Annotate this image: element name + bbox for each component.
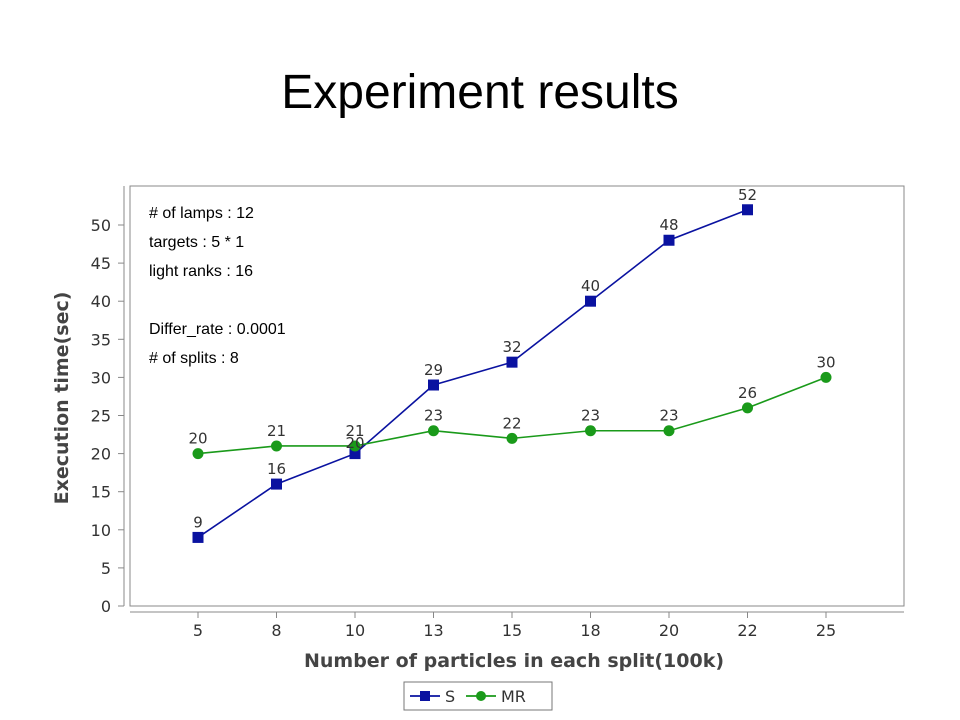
data-point-mr <box>820 371 832 383</box>
x-tick-label: 5 <box>193 621 203 640</box>
x-tick-label: 18 <box>580 621 600 640</box>
data-label-s: 32 <box>502 338 521 356</box>
data-label-mr: 21 <box>267 422 286 440</box>
y-tick-label: 0 <box>101 597 111 616</box>
legend-label-mr: MR <box>501 687 526 706</box>
x-tick-label: 22 <box>737 621 757 640</box>
y-tick-label: 20 <box>91 445 111 464</box>
y-axis-title: Execution time(sec) <box>51 292 73 505</box>
y-tick-label: 25 <box>91 407 111 426</box>
y-tick-label: 15 <box>91 483 111 502</box>
data-label-mr: 22 <box>502 414 521 432</box>
legend: S MR <box>403 681 553 711</box>
y-tick-label: 50 <box>91 216 111 235</box>
data-point-s <box>192 531 204 543</box>
data-point-s <box>506 356 518 368</box>
data-point-mr <box>663 425 675 437</box>
data-point-mr <box>192 448 204 460</box>
data-label-mr: 23 <box>424 407 443 425</box>
slide-title: Experiment results <box>281 66 679 119</box>
data-point-s <box>742 204 753 216</box>
data-label-mr: 30 <box>816 353 835 371</box>
data-point-mr <box>585 425 596 437</box>
legend-label-s: S <box>445 687 455 706</box>
data-point-mr <box>742 402 753 414</box>
x-tick-label: 25 <box>816 621 836 640</box>
data-label-mr: 26 <box>738 384 757 402</box>
data-label-s: 48 <box>659 216 678 234</box>
annotation-line: # of splits : 8 <box>149 350 239 367</box>
annotation-line: targets : 5 * 1 <box>149 234 244 251</box>
annotation-line: Differ_rate : 0.0001 <box>149 321 286 338</box>
x-tick-label: 8 <box>271 621 281 640</box>
data-point-s <box>271 478 282 490</box>
x-tick-label: 10 <box>345 621 365 640</box>
y-tick-label: 35 <box>91 330 111 349</box>
x-tick-label: 15 <box>502 621 522 640</box>
series-layer <box>192 204 832 543</box>
data-label-s: 16 <box>267 460 286 478</box>
x-tick-label: 13 <box>423 621 443 640</box>
data-label-s: 29 <box>424 361 443 379</box>
x-axis-title: Number of particles in each split(100k) <box>304 650 724 672</box>
y-tick-label: 10 <box>91 521 111 540</box>
y-tick-label: 30 <box>91 368 111 387</box>
data-point-s <box>585 295 596 307</box>
data-point-mr <box>271 440 282 452</box>
data-point-mr <box>428 425 439 437</box>
annotation-line: light ranks : 16 <box>149 263 253 280</box>
data-label-mr: 23 <box>659 407 678 425</box>
data-label-s-overlap: 20 <box>345 434 364 452</box>
data-point-s <box>428 379 439 391</box>
data-point-s <box>663 234 675 246</box>
data-label-s: 40 <box>581 277 600 295</box>
annotation-line: # of lamps : 12 <box>149 205 254 222</box>
data-point-mr <box>349 440 361 452</box>
x-axis-ticks: 5 8 10 13 15 18 20 22 25 <box>193 612 836 640</box>
annotation-block: # of lamps : 12 targets : 5 * 1 light rank… <box>149 205 286 367</box>
x-tick-label: 20 <box>659 621 679 640</box>
series-line-s <box>197 209 748 539</box>
plot-frame <box>129 185 905 607</box>
y-tick-label: 5 <box>101 559 111 578</box>
data-point-mr <box>506 432 518 444</box>
y-tick-label: 45 <box>91 254 111 273</box>
y-axis-ticks: 0 5 10 15 20 25 30 35 40 45 50 <box>91 216 124 616</box>
data-label-mr: 23 <box>581 407 600 425</box>
data-label-mr: 21 <box>345 422 364 440</box>
legend-marker-s <box>420 691 430 701</box>
data-label-s: 9 <box>193 513 203 531</box>
y-tick-label: 40 <box>91 292 111 311</box>
legend-marker-mr <box>476 691 486 701</box>
data-label-s: 52 <box>738 186 757 204</box>
data-label-mr: 20 <box>188 430 207 448</box>
data-point-s <box>349 448 361 460</box>
